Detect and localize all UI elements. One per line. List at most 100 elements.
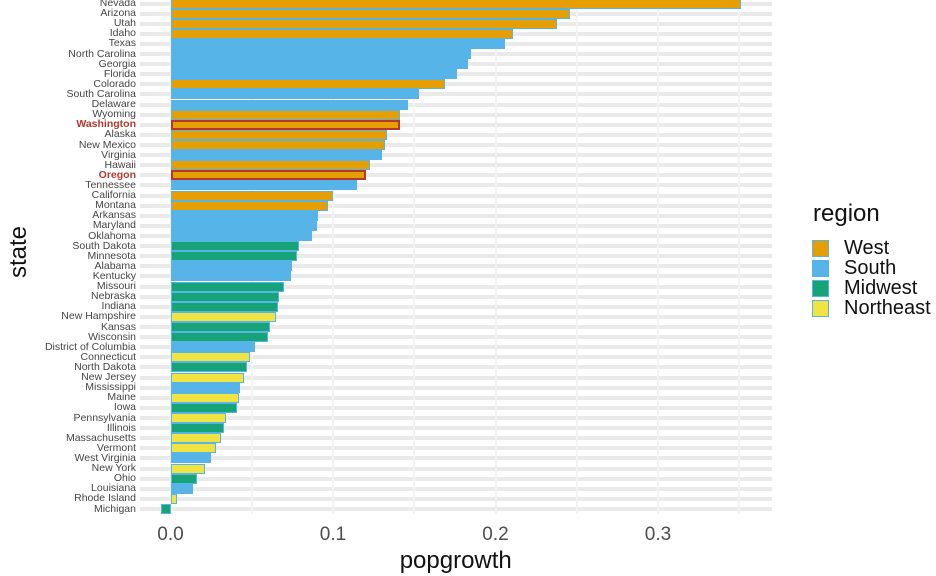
gridline-vertical <box>575 0 578 514</box>
y-tick-label: New York <box>91 462 136 475</box>
bar-hawaii <box>170 160 371 171</box>
y-tick-label: Alaska <box>104 128 136 141</box>
y-tick-label: Virginia <box>101 148 136 161</box>
y-tick-label: Idaho <box>109 27 136 40</box>
gridline-row <box>139 264 772 269</box>
y-tick-label: Mississippi <box>85 381 136 394</box>
y-tick-label: New Hampshire <box>61 310 136 323</box>
y-tick-label: Delaware <box>91 98 136 111</box>
gridline-row <box>139 122 772 127</box>
bar-pennsylvania <box>170 413 226 423</box>
y-tick-label: Minnesota <box>87 249 136 262</box>
legend-item-label: West <box>844 236 890 259</box>
gridline-vertical <box>657 0 659 514</box>
bar-massachusetts <box>170 433 221 444</box>
y-tick-label: North Dakota <box>74 360 136 373</box>
bar-missouri <box>170 281 285 292</box>
x-tick-label: 0.1 <box>319 524 347 545</box>
y-tick-label: Hawaii <box>104 158 136 171</box>
bar-florida <box>170 69 457 80</box>
gridline-row <box>139 244 772 249</box>
y-tick-label: Oregon <box>98 168 136 181</box>
bar-nevada <box>170 0 741 9</box>
bar-montana <box>170 200 329 211</box>
y-tick-label: South Carolina <box>66 87 136 100</box>
gridline-row <box>139 203 772 208</box>
y-tick-label: West Virginia <box>74 451 136 464</box>
y-tick-label: Utah <box>113 17 136 30</box>
x-tick-label: 0.0 <box>157 524 184 545</box>
gridline-row <box>139 254 772 259</box>
gridline-row <box>139 426 772 431</box>
y-axis-title: state <box>5 225 32 279</box>
y-tick-label: New Mexico <box>78 138 136 151</box>
gridline-row <box>139 112 772 117</box>
gridline-vertical <box>494 0 497 514</box>
bar-district-of-columbia <box>170 342 255 353</box>
legend-item-midwest: Midwest <box>812 276 936 299</box>
bar-connecticut <box>170 352 251 363</box>
bar-utah <box>170 18 558 29</box>
y-tick-label: Ohio <box>113 472 136 485</box>
bar-new-jersey <box>170 372 244 383</box>
y-tick-label: Michigan <box>93 502 136 515</box>
y-tick-label: Nevada <box>99 0 136 9</box>
legend-item-label: Midwest <box>844 276 918 299</box>
x-tick-label: 0.3 <box>644 524 672 545</box>
y-tick-label: Montana <box>95 199 136 212</box>
gridline-row <box>139 132 772 137</box>
bar-arizona <box>170 8 571 19</box>
gridline-row <box>139 234 772 239</box>
gridline-row <box>139 213 772 218</box>
bar-alabama <box>170 261 293 272</box>
bar-mississippi <box>170 382 241 393</box>
gridline-row <box>139 274 772 279</box>
y-tick-label: California <box>91 189 136 202</box>
gridline-row <box>139 345 772 350</box>
legend-key-swatch <box>812 259 829 277</box>
y-tick-label: Oklahoma <box>88 229 136 242</box>
y-tick-label: New Jersey <box>81 371 136 384</box>
gridline-row <box>139 102 772 107</box>
y-tick-label: Rhode Island <box>74 492 136 505</box>
y-tick-label: Arizona <box>100 7 136 20</box>
bar-tennessee <box>170 180 358 191</box>
gridline-vertical <box>738 0 741 514</box>
bar-iowa <box>170 402 238 413</box>
bar-michigan <box>160 504 171 514</box>
legend-title: region <box>813 200 880 227</box>
bar-georgia <box>170 59 468 70</box>
bar-vermont <box>170 443 216 454</box>
gridline-row <box>139 163 772 168</box>
legend-item-label: South <box>844 256 897 279</box>
y-tick-label: Massachusetts <box>65 431 136 444</box>
bar-north-dakota <box>170 362 247 373</box>
x-tick-label: 0.2 <box>482 524 509 545</box>
bar-north-carolina <box>170 49 472 60</box>
y-tick-label: Georgia <box>98 57 136 70</box>
bar-wisconsin <box>170 332 268 343</box>
y-tick-label: Colorado <box>93 77 136 90</box>
y-tick-label: North Carolina <box>68 47 136 60</box>
gridline-row <box>139 325 772 330</box>
gridline-row <box>139 476 772 481</box>
bar-maryland <box>170 220 317 231</box>
y-tick-label: Alabama <box>94 259 136 272</box>
y-tick-label: Kansas <box>100 320 136 333</box>
bar-delaware <box>170 99 408 110</box>
y-tick-label: Texas <box>108 37 136 50</box>
y-tick-label: Iowa <box>113 401 136 414</box>
gridline-row <box>139 294 772 299</box>
legend: region West South Midwest Northeast <box>812 200 936 319</box>
bar-minnesota <box>170 251 298 262</box>
gridline-vertical <box>413 0 416 514</box>
bar-west-virginia <box>170 453 212 464</box>
gridline-row <box>139 375 772 380</box>
gridline-row <box>139 405 772 410</box>
y-tick-label: Vermont <box>96 441 136 454</box>
gridline-row <box>139 466 772 471</box>
y-tick-label: Pennsylvania <box>73 411 136 424</box>
bar-indiana <box>170 301 278 312</box>
